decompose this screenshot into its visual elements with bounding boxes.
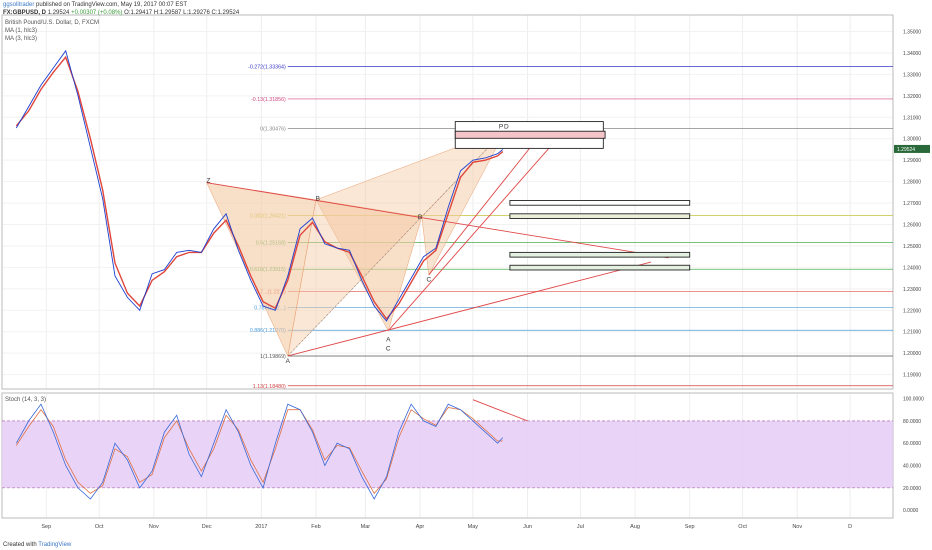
y-tick-label: 1.28000 bbox=[903, 180, 921, 186]
last-price: 1.29524 bbox=[48, 10, 70, 16]
x-tick-label: Sep bbox=[685, 524, 695, 530]
pattern-point-label: C bbox=[426, 276, 431, 283]
publisher-name[interactable]: ggsolitrader bbox=[3, 2, 34, 8]
y-tick-label: 1.31000 bbox=[903, 115, 921, 121]
stoch-y-tick-label: 80.0000 bbox=[903, 419, 921, 425]
x-tick-label: Nov bbox=[792, 524, 802, 530]
y-tick-label: 1.29000 bbox=[903, 158, 921, 164]
x-tick-label: Apr bbox=[416, 524, 425, 530]
x-tick-label: Jun bbox=[523, 524, 532, 530]
x-tick-label: Mar bbox=[361, 524, 371, 530]
header: ggsolitrader published on TradingView.co… bbox=[3, 2, 187, 10]
stoch-title[interactable]: Stoch (14, 3, 3) bbox=[5, 397, 46, 403]
y-tick-label: 1.27000 bbox=[903, 201, 921, 207]
last-price-label: 1.29524 bbox=[897, 147, 915, 153]
y-tick-label: 1.22000 bbox=[903, 308, 921, 314]
fib-label: 0(1.30476) bbox=[260, 127, 286, 133]
publish-info: published on TradingView.com, May 19, 20… bbox=[36, 2, 187, 8]
pattern-point-label: P bbox=[499, 124, 503, 131]
y-tick-label: 1.24000 bbox=[903, 265, 921, 271]
y-tick-label: 1.30000 bbox=[903, 137, 921, 143]
y-tick-label: 1.21000 bbox=[903, 330, 921, 336]
stoch-y-tick-label: 20.0000 bbox=[903, 486, 921, 492]
indicator-ma3[interactable]: MA (3, hlc3) bbox=[5, 36, 37, 42]
y-tick-label: 1.23000 bbox=[903, 287, 921, 293]
symbol: FX:GBPUSD, D bbox=[3, 10, 46, 16]
target-box-3 bbox=[510, 252, 690, 257]
y-tick-label: 1.25000 bbox=[903, 244, 921, 250]
x-tick-label: Dec bbox=[202, 524, 212, 530]
y-tick-label: 1.20000 bbox=[903, 351, 921, 357]
symbol-line: FX:GBPUSD, D 1.29524 +0.00307 (+0.08%) O… bbox=[3, 10, 239, 16]
y-tick-label: 1.35000 bbox=[903, 30, 921, 36]
y-tick-label: 1.19000 bbox=[903, 373, 921, 379]
ohlc-values: O:1.29417 H:1.29587 L:1.29276 C:1.29524 bbox=[124, 10, 239, 16]
indicator-ma1[interactable]: MA (1, hlc3) bbox=[5, 28, 37, 34]
tradingview-logo[interactable]: TradingView bbox=[38, 542, 71, 548]
pattern-point-label: D bbox=[504, 124, 509, 131]
stoch-y-tick-label: 40.0000 bbox=[903, 464, 921, 470]
y-tick-label: 1.33000 bbox=[903, 72, 921, 78]
footer: Created with TradingView bbox=[3, 542, 71, 548]
x-tick-label: Feb bbox=[311, 524, 320, 530]
pattern-point-label: A bbox=[286, 358, 291, 365]
fib-label: 1(1.19869) bbox=[260, 354, 286, 360]
change-value: +0.00307 (+0.08%) bbox=[71, 10, 122, 16]
y-tick-label: 1.34000 bbox=[903, 51, 921, 57]
x-tick-label: 2017 bbox=[255, 524, 267, 530]
pattern-point-label: A bbox=[386, 336, 391, 343]
fib-label: -0.13(1.31856) bbox=[251, 97, 286, 103]
target-boxes bbox=[455, 122, 689, 270]
prz-box-inner bbox=[455, 131, 605, 138]
target-box-2 bbox=[510, 214, 690, 219]
stoch-y-tick-label: 0.0000 bbox=[903, 508, 919, 514]
x-tick-label: Nov bbox=[149, 524, 159, 530]
x-tick-label: May bbox=[468, 524, 479, 530]
stoch-divergence-line bbox=[473, 400, 528, 421]
x-tick-label: Aug bbox=[630, 524, 640, 530]
x-tick-label: D bbox=[848, 524, 852, 530]
stoch-y-tick-label: 60.0000 bbox=[903, 441, 921, 447]
pattern-point-label: B bbox=[316, 195, 320, 202]
pattern-point-label: B bbox=[418, 214, 422, 221]
fib-label: -0.272(1.33364) bbox=[248, 65, 286, 71]
target-box-1 bbox=[510, 200, 690, 205]
pattern-point-label: C bbox=[386, 345, 391, 352]
x-tick-label: Sep bbox=[41, 524, 51, 530]
fib-label: 1.13(1.18480) bbox=[253, 384, 286, 390]
x-tick-label: Jul bbox=[577, 524, 584, 530]
target-box-4 bbox=[510, 265, 690, 270]
stoch-y-tick-label: 100.0000 bbox=[903, 397, 924, 403]
footer-text: Created with bbox=[3, 542, 37, 548]
instrument-title: British Pound/U.S. Dollar, D, FXCM bbox=[5, 20, 99, 26]
y-tick-label: 1.32000 bbox=[903, 94, 921, 100]
y-tick-label: 1.26000 bbox=[903, 223, 921, 229]
x-tick-label: Oct bbox=[95, 524, 104, 530]
pattern-point-label: Z bbox=[206, 178, 210, 185]
x-tick-label: Oct bbox=[738, 524, 747, 530]
